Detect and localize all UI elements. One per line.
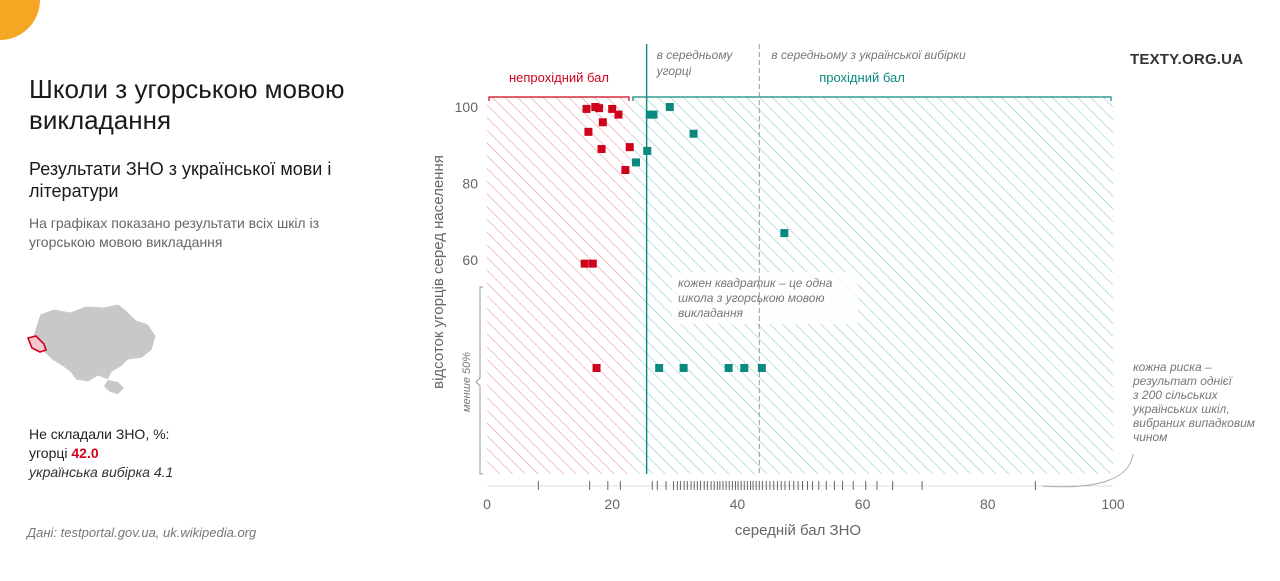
stats-hungarians-value: 42.0 [71, 445, 99, 461]
hungarian-average-label: в середньому угорці [656, 48, 734, 78]
tick-note-line: результат однієї [1132, 374, 1233, 388]
stats-sample-label: українська вибірка [29, 464, 150, 480]
school-point [584, 127, 593, 136]
school-point [655, 364, 664, 372]
school-point [740, 364, 749, 372]
stats-sample: українська вибірка 4.1 [29, 463, 269, 482]
school-point [724, 364, 733, 372]
hungarian-average-label-line: в середньому [657, 48, 734, 62]
school-point [649, 110, 658, 119]
y-tick-label: 60 [462, 252, 478, 268]
below-50-label: менше 50% [461, 352, 473, 412]
data-source: Дані: testportal.gov.ua, uk.wikipedia.or… [27, 525, 257, 540]
school-point [614, 110, 623, 119]
tick-note-line: чином [1133, 430, 1167, 444]
x-tick-label: 0 [483, 496, 491, 512]
y-tick-label: 100 [455, 99, 479, 115]
square-note: кожен квадратик – це одна школа з угорськ… [678, 276, 833, 320]
x-tick-label: 100 [1101, 496, 1125, 512]
school-point [679, 364, 688, 372]
tick-note-line: вибраних випадковим [1133, 416, 1255, 430]
non-participation-stats: Не складали ЗНО, %: угорці 42.0 українсь… [29, 425, 269, 482]
fail-region [487, 97, 631, 474]
tick-note-connector [1041, 453, 1134, 488]
square-note-line: кожен квадратик – це одна [678, 276, 833, 290]
square-note-line: викладання [678, 306, 744, 320]
tick-note-line: українських шкіл, [1132, 402, 1230, 416]
ukraine-map [26, 303, 157, 394]
school-point [643, 146, 652, 155]
brand-logo[interactable]: TEXTY.ORG.UA [1130, 51, 1244, 68]
school-point [631, 158, 640, 167]
stats-hungarians-label: угорці [29, 445, 68, 461]
school-point [595, 104, 604, 113]
stats-hungarians: угорці 42.0 [29, 444, 269, 463]
x-axis-label: середній бал ЗНО [735, 522, 861, 539]
x-tick-label: 20 [604, 496, 620, 512]
pass-label: прохідний бал [819, 70, 905, 85]
school-point [597, 145, 606, 154]
school-point [625, 143, 634, 152]
crimea-shape [104, 380, 124, 394]
stats-sample-value: 4.1 [153, 464, 174, 480]
school-point [621, 166, 630, 175]
y-axis-label: відсоток угорців серед населення [430, 155, 447, 389]
x-tick-label: 80 [980, 496, 996, 512]
x-tick-label: 60 [855, 496, 871, 512]
school-point [582, 104, 591, 113]
fail-label: непрохідний бал [509, 70, 609, 85]
page-title: Школи з угорською мовою викладання [29, 74, 345, 135]
school-point [689, 129, 698, 138]
school-point [780, 229, 789, 238]
below-50-brace [475, 286, 483, 475]
school-point [608, 104, 617, 113]
school-point [757, 364, 766, 372]
fail-bracket [488, 96, 630, 101]
school-point [592, 364, 601, 372]
tick-note-line: кожна риска – [1133, 360, 1212, 374]
tick-note-line: з 200 сільських [1132, 388, 1219, 402]
ukrainian-average-label: в середньому з української вибірки [771, 48, 966, 62]
school-point [665, 103, 674, 111]
pass-bracket [632, 96, 1112, 101]
page-subtitle: Результати ЗНО з української мови і літе… [29, 159, 332, 201]
square-note-line: школа з угорською мовою [678, 291, 824, 305]
school-point [598, 118, 607, 127]
school-point [588, 259, 597, 268]
page-description: На графіках показано результати всіх шкі… [29, 215, 320, 250]
x-tick-label: 40 [730, 496, 746, 512]
note-background [672, 272, 858, 324]
y-tick-label: 80 [462, 175, 478, 191]
tick-note: кожна риска – результат однієї з 200 сільс… [1132, 360, 1255, 444]
hungarian-average-label-line: угорці [656, 64, 692, 78]
ukraine-map-shape [32, 303, 157, 383]
stats-label: Не складали ЗНО, %: [29, 426, 170, 442]
school-point [580, 259, 589, 268]
zakarpattia-region [26, 335, 48, 353]
